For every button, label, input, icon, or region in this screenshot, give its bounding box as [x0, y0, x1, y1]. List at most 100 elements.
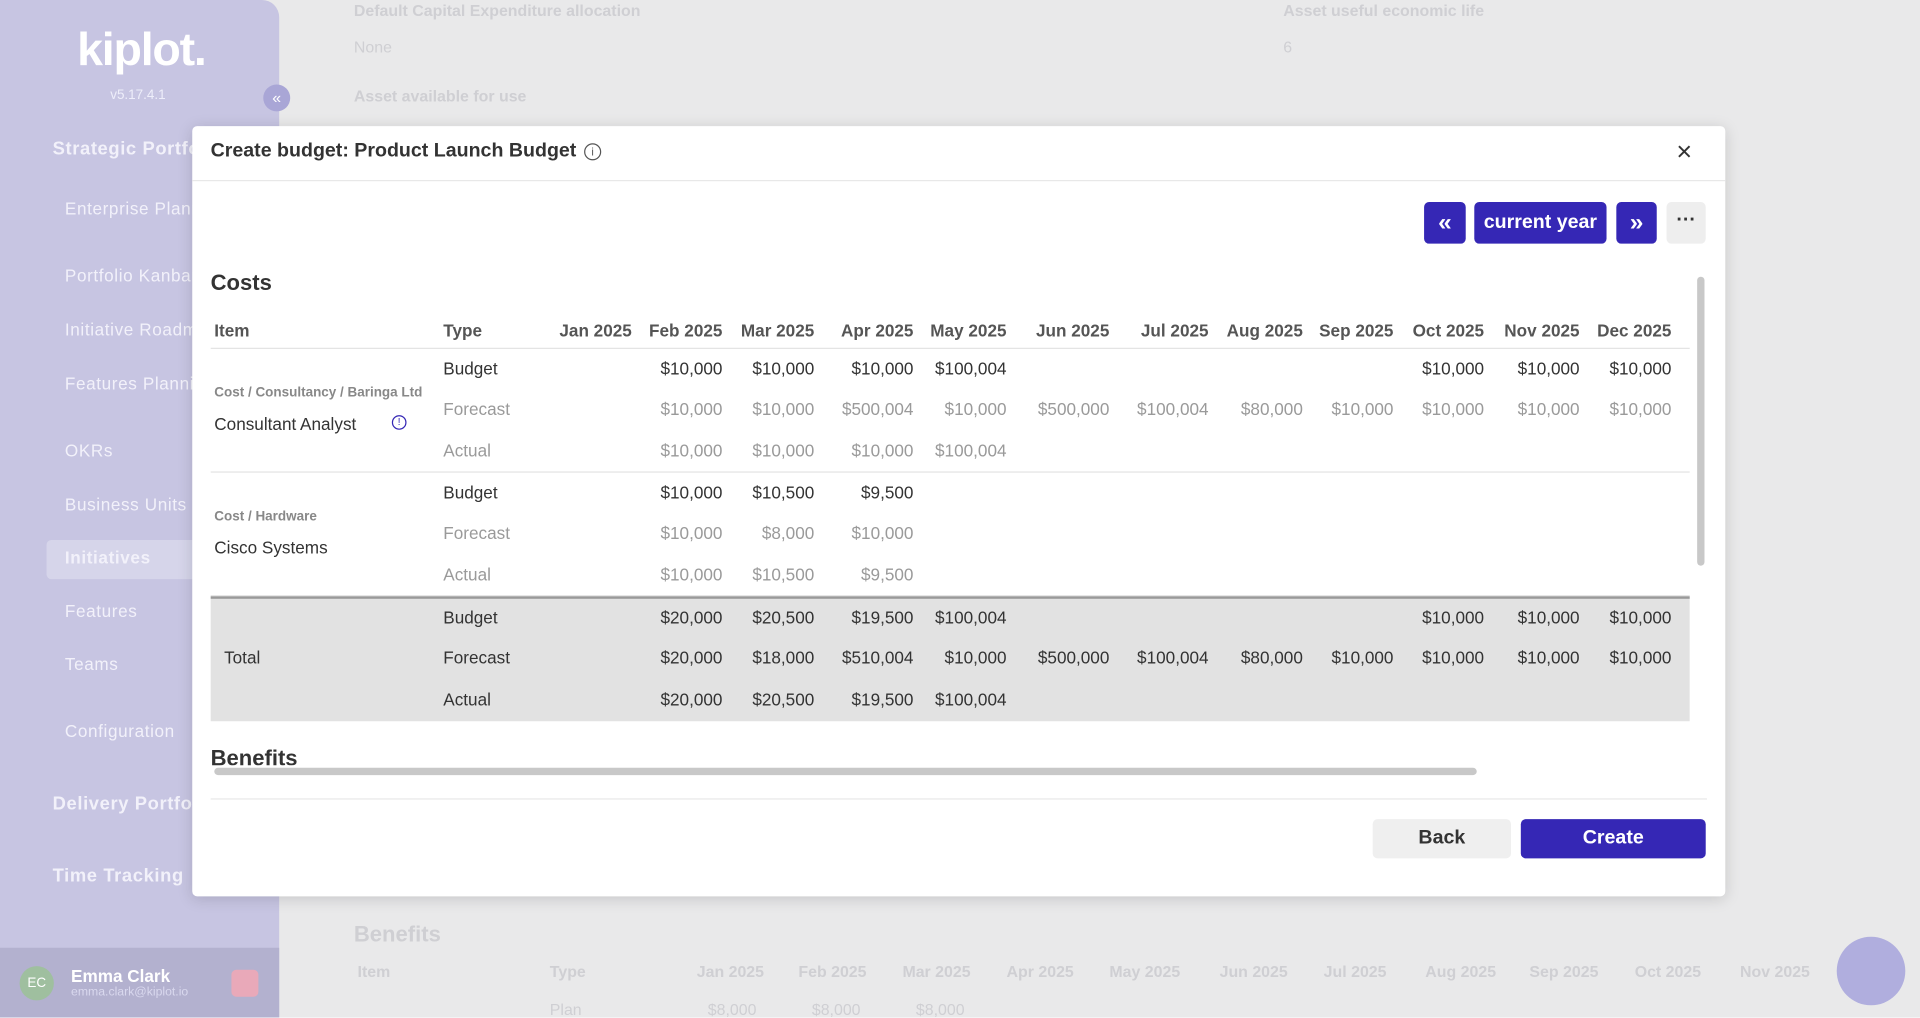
- header-divider: [210, 347, 1690, 349]
- amount: $20,000: [660, 647, 723, 668]
- amount: $10,000: [1422, 358, 1485, 379]
- avatar: EC: [19, 966, 54, 1001]
- divider: [192, 180, 1726, 182]
- amount: $10,000: [660, 522, 723, 543]
- total-band: [210, 596, 1690, 722]
- nav-item[interactable]: Time Tracking: [52, 865, 184, 887]
- divider: [210, 798, 1707, 800]
- column-header: Dec 2025: [1597, 320, 1672, 341]
- create-button[interactable]: Create: [1520, 819, 1706, 859]
- amount: $10,000: [752, 358, 815, 379]
- nav-item[interactable]: Strategic Portfolio: [52, 138, 224, 160]
- amount: $10,000: [660, 564, 723, 585]
- row-type: Budget: [443, 482, 498, 503]
- column-header: Type: [549, 962, 586, 981]
- amount: $10,000: [1609, 399, 1672, 419]
- field-value: None: [353, 37, 392, 57]
- amount: $10,000: [1517, 399, 1580, 419]
- column-header: Sep 2025: [1529, 962, 1599, 981]
- amount: $100,004: [935, 607, 1007, 627]
- period-button[interactable]: current year: [1474, 202, 1607, 244]
- amount: $10,000: [944, 647, 1007, 668]
- row-type: Forecast: [443, 647, 510, 668]
- user-email: emma.clark@kiplot.io: [71, 985, 189, 1000]
- column-header: May 2025: [1109, 962, 1181, 981]
- vertical-scrollbar[interactable]: [1697, 276, 1705, 566]
- section-title: Costs: [210, 270, 272, 296]
- amount: $10,000: [752, 399, 815, 419]
- column-header: Feb 2025: [798, 962, 867, 981]
- amount: $100,004: [1137, 399, 1209, 419]
- amount: $10,000: [1331, 399, 1394, 419]
- nav-item[interactable]: Delivery Portfolio: [52, 793, 216, 815]
- amount: $20,500: [752, 607, 815, 627]
- amount: $20,000: [660, 607, 723, 627]
- info-icon[interactable]: i: [584, 143, 602, 161]
- amount: $510,004: [841, 647, 914, 668]
- back-button[interactable]: Back: [1372, 819, 1512, 859]
- column-header: Apr 2025: [841, 320, 914, 341]
- amount: $80,000: [1240, 647, 1303, 668]
- field-label: Asset available for use: [353, 86, 527, 106]
- column-header: Jun 2025: [1035, 320, 1110, 341]
- amount: $10,000: [660, 440, 723, 461]
- version: v5.17.4.1: [110, 88, 166, 103]
- item-name: Cisco Systems: [214, 537, 328, 558]
- previous-button[interactable]: «: [1424, 202, 1466, 244]
- user-name: Emma Clark: [71, 966, 171, 986]
- amount: $9,500: [861, 482, 914, 503]
- amount: $10,000: [1609, 647, 1672, 668]
- amount: $10,000: [1517, 358, 1580, 379]
- nav-item[interactable]: Features: [64, 601, 138, 621]
- column-header: Oct 2025: [1412, 320, 1485, 341]
- close-button[interactable]: ×: [1676, 135, 1693, 167]
- amount: $10,000: [660, 358, 723, 379]
- nav-item[interactable]: Teams: [64, 653, 119, 674]
- row-type: Actual: [443, 440, 491, 461]
- chat-button[interactable]: [1836, 936, 1906, 1006]
- amount: $10,000: [851, 440, 914, 461]
- amount: $10,000: [1422, 647, 1485, 668]
- nav-item[interactable]: Initiative Roadmap: [64, 319, 218, 340]
- amount: $10,000: [851, 522, 914, 543]
- amount: $100,004: [935, 358, 1007, 379]
- amount: $10,000: [1422, 399, 1485, 419]
- amount: $10,000: [660, 482, 723, 503]
- amount: $10,000: [660, 399, 723, 419]
- nav-item[interactable]: Enterprise Planning: [64, 198, 227, 218]
- cell: $8,000: [915, 1000, 965, 1018]
- cell: Plan: [549, 1000, 582, 1018]
- horizontal-scrollbar[interactable]: [214, 767, 1477, 776]
- next-button[interactable]: »: [1616, 202, 1657, 244]
- column-header: Type: [443, 320, 483, 341]
- amount: $10,000: [1609, 358, 1672, 379]
- column-header: Aug 2025: [1226, 320, 1303, 341]
- column-header: Nov 2025: [1740, 962, 1810, 981]
- amount: $80,000: [1240, 399, 1303, 419]
- amount: $9,500: [861, 564, 914, 585]
- nav-item[interactable]: Business Units: [64, 494, 187, 515]
- amount: $500,000: [1037, 399, 1110, 419]
- logout-button[interactable]: [231, 969, 259, 997]
- amount: $19,500: [851, 607, 914, 627]
- amount: $100,004: [1137, 647, 1209, 668]
- field-label: Asset useful economic life: [1283, 1, 1485, 20]
- nav-item[interactable]: Initiatives: [64, 547, 151, 567]
- nav-item[interactable]: Features Planning: [64, 373, 215, 394]
- row-type: Forecast: [443, 522, 510, 543]
- column-header: Mar 2025: [902, 962, 971, 981]
- amount: $10,000: [944, 399, 1007, 419]
- more-button[interactable]: ···: [1666, 202, 1706, 244]
- amount: $10,000: [1422, 607, 1485, 627]
- info-icon[interactable]: !: [391, 415, 407, 430]
- amount: $10,500: [752, 564, 815, 585]
- nav-item[interactable]: Configuration: [64, 721, 175, 741]
- cell: $8,000: [707, 1000, 757, 1018]
- nav-item[interactable]: OKRs: [64, 440, 114, 461]
- amount: $500,004: [841, 399, 914, 419]
- create-budget-dialog: Create budget: Product Launch Budget i ×…: [192, 126, 1726, 897]
- amount: $10,000: [1517, 607, 1580, 627]
- collapse-button[interactable]: «: [263, 84, 291, 112]
- nav-item[interactable]: Portfolio Kanban: [64, 265, 202, 286]
